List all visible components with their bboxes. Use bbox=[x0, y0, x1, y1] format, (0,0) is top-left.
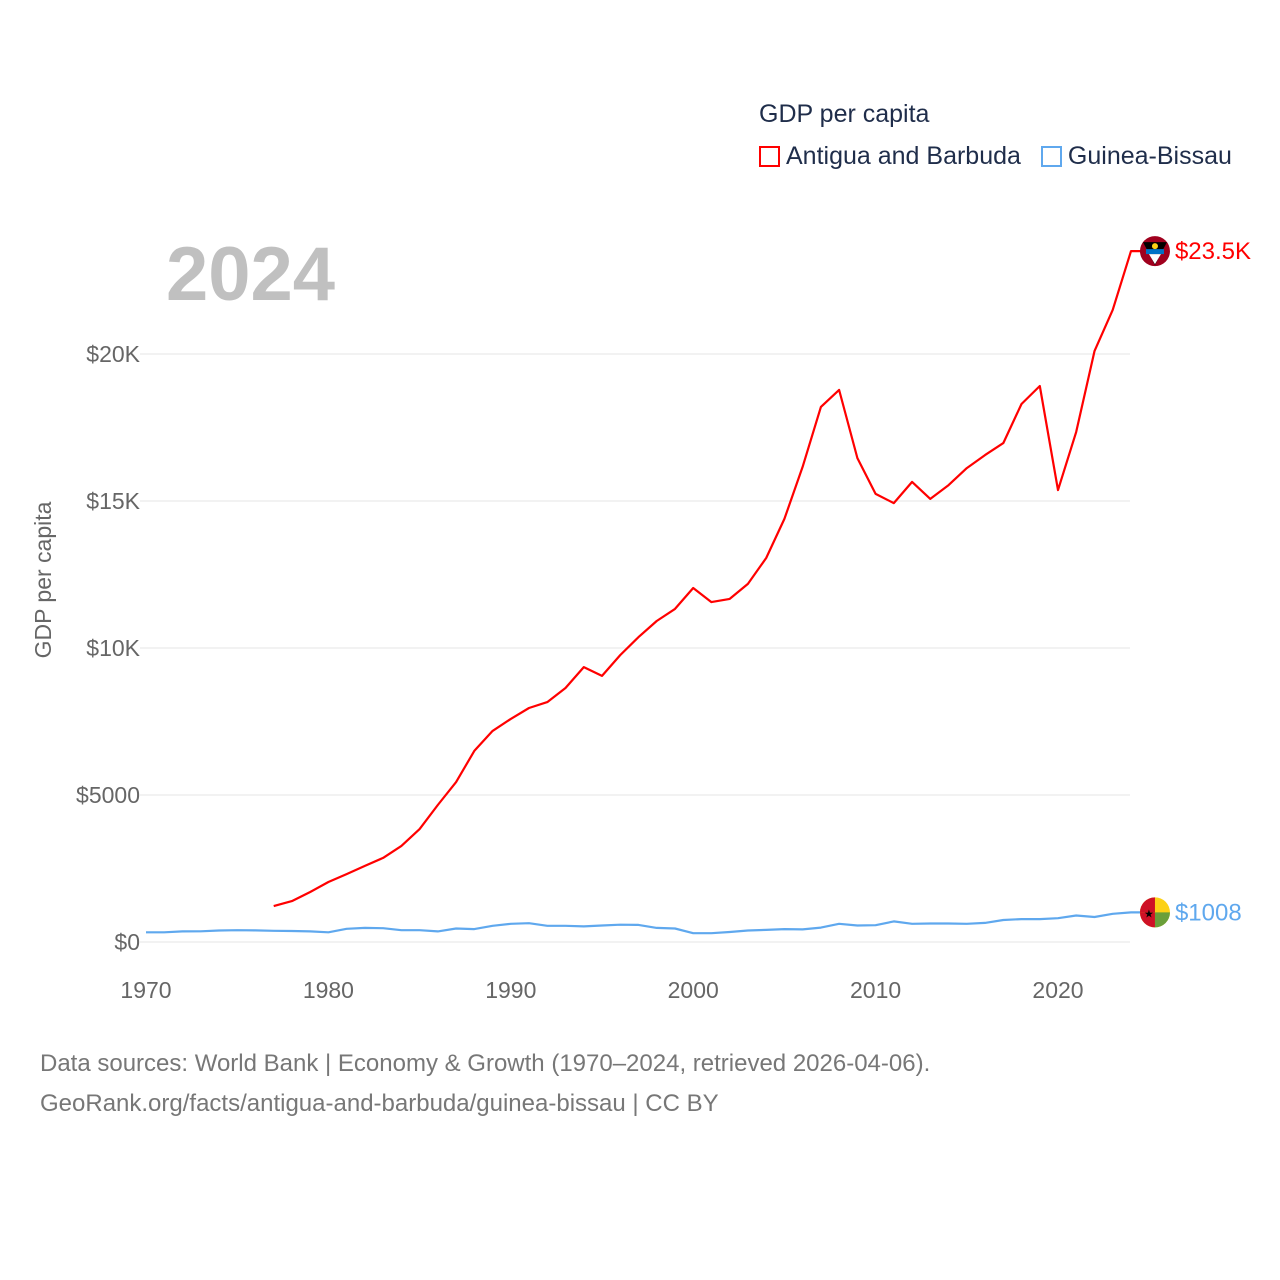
x-tick-label: 1970 bbox=[120, 977, 171, 1003]
footer: Data sources: World Bank | Economy & Gro… bbox=[40, 1044, 930, 1124]
flag-white bbox=[1148, 254, 1161, 265]
legend-label: Guinea-Bissau bbox=[1067, 142, 1232, 170]
flag-icon bbox=[1139, 236, 1170, 267]
legend-title: GDP per capita bbox=[759, 100, 930, 128]
legend-item-guinea-bissau[interactable]: Guinea-Bissau bbox=[1040, 142, 1232, 171]
x-tick-label: 2020 bbox=[1032, 977, 1083, 1003]
flag-red bbox=[1139, 897, 1155, 913]
flag-stripe bbox=[1145, 249, 1164, 255]
series-line-antigua-and-barbuda bbox=[273, 250, 1141, 908]
year-label: 2024 bbox=[166, 232, 335, 317]
legend-swatch-antigua bbox=[759, 146, 780, 167]
legend-swatch-guinea-bissau bbox=[1040, 146, 1062, 167]
end-value-label: $23.5K bbox=[1175, 238, 1251, 265]
x-tick-label: 1980 bbox=[303, 977, 354, 1003]
flag-sun bbox=[1151, 243, 1158, 250]
series-line-guinea-bissau bbox=[146, 911, 1141, 935]
y-tick-label: $20K bbox=[86, 341, 140, 367]
flag-icon: ★ bbox=[1139, 897, 1170, 928]
y-axis-label: GDP per capita bbox=[30, 501, 56, 658]
end-value-label: $1008 bbox=[1175, 899, 1242, 926]
y-tick-label: $5000 bbox=[76, 782, 140, 808]
y-tick-label: $15K bbox=[86, 488, 140, 514]
attribution-link[interactable]: GeoRank.org/facts/antigua-and-barbuda/gu… bbox=[40, 1090, 719, 1117]
flag-red bbox=[1139, 912, 1155, 928]
x-tick-label: 2000 bbox=[668, 977, 719, 1003]
legend-label: Antigua and Barbuda bbox=[786, 142, 1021, 170]
y-tick-label: $0 bbox=[114, 929, 140, 955]
x-tick-label: 1990 bbox=[485, 977, 536, 1003]
legend: Antigua and Barbuda Guinea-Bissau bbox=[759, 142, 1232, 171]
y-tick-label: $10K bbox=[86, 635, 140, 661]
x-tick-label: 2010 bbox=[850, 977, 901, 1003]
legend-item-antigua[interactable]: Antigua and Barbuda bbox=[759, 142, 1021, 171]
flag-green bbox=[1154, 912, 1170, 928]
flag-star: ★ bbox=[1144, 908, 1154, 920]
source-text: Data sources: World Bank | Economy & Gro… bbox=[40, 1050, 931, 1077]
